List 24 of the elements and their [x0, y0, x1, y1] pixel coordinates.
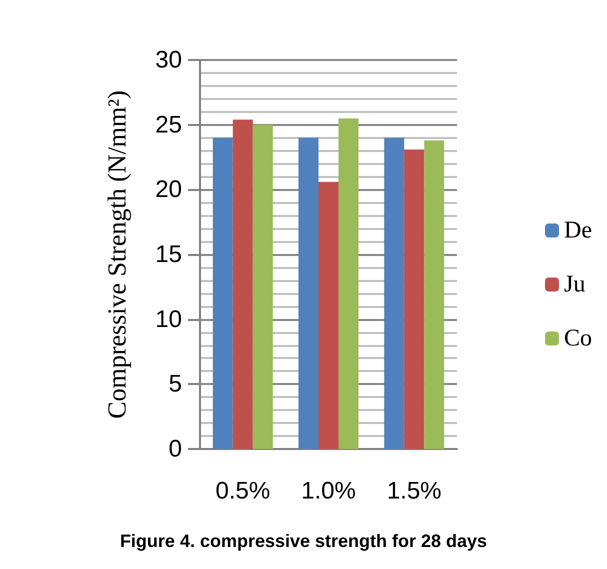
y-tick-label: 30 [155, 46, 182, 74]
y-tick-label: 20 [155, 176, 182, 204]
legend-label: Ju [564, 272, 586, 298]
bar [298, 138, 318, 449]
bar [424, 140, 444, 449]
bar [252, 124, 273, 449]
y-axis-title: Compressive Strength (N/mm²) [102, 90, 132, 419]
y-tick-label: 0 [168, 436, 182, 462]
x-tick-label: 1.5% [386, 478, 442, 504]
legend-label: Co [564, 326, 592, 352]
legend-label: De [564, 218, 592, 244]
text: Figure 4. compressive strength for 28 days [120, 531, 488, 551]
bar [384, 138, 404, 449]
bar [318, 182, 338, 449]
bar [404, 149, 424, 449]
bar [232, 120, 253, 449]
y-tick-label: 5 [168, 370, 182, 398]
x-tick-label: 0.5% [215, 478, 270, 504]
y-tick-label: 10 [155, 306, 182, 333]
y-tick-label: 15 [155, 241, 182, 268]
x-tick-label: 1.0% [301, 478, 356, 504]
y-tick-label: 25 [155, 111, 182, 138]
bar [338, 118, 358, 449]
bar [212, 138, 233, 449]
